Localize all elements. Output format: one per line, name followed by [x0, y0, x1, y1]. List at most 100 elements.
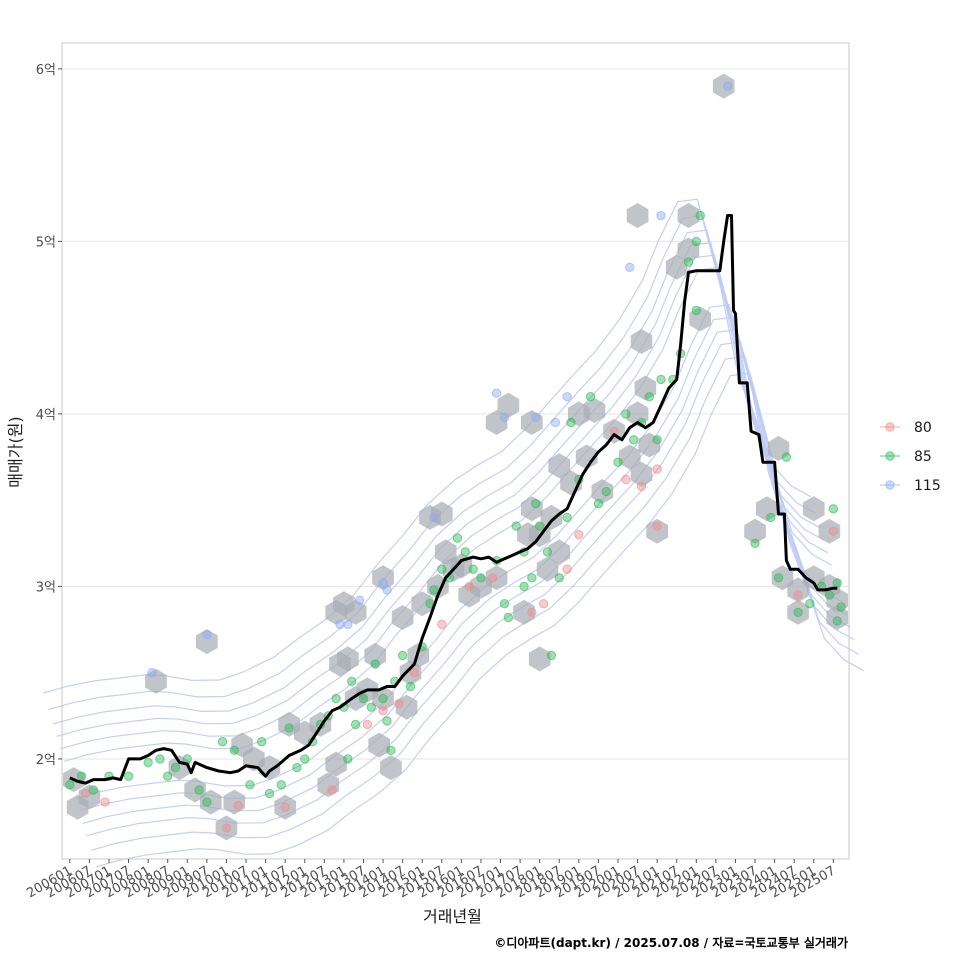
data-point-85	[405, 681, 416, 692]
data-point-85	[343, 754, 353, 764]
data-point-85	[76, 771, 87, 781]
y-axis-title: 매매가(원)	[6, 416, 25, 487]
data-point-80	[233, 800, 243, 811]
plot-panel-border	[61, 42, 850, 860]
hexbin-cell	[337, 646, 359, 672]
data-point-85	[229, 745, 239, 756]
data-point-85	[476, 573, 486, 583]
hexbin-cell	[344, 599, 367, 625]
hexbin-cell	[521, 496, 543, 522]
data-point-85	[256, 736, 267, 747]
data-point-85	[245, 780, 255, 790]
data-point-80	[280, 802, 290, 812]
y-tick-label: 4억	[36, 408, 56, 423]
hexbin-cell	[548, 539, 571, 565]
data-point-115	[202, 630, 212, 640]
hexbin-cell	[646, 518, 668, 544]
grid	[62, 68, 849, 760]
hexbin-cell	[145, 668, 167, 694]
hexbin-cell	[630, 329, 653, 354]
data-point-85	[429, 585, 439, 595]
data-point-115	[429, 512, 439, 523]
hexbin-cell	[395, 694, 418, 720]
hexbin-cell	[485, 410, 508, 435]
data-point-80	[562, 564, 572, 574]
data-point-85	[832, 616, 842, 626]
data-point-85	[773, 573, 784, 583]
density-contour	[95, 372, 864, 868]
data-point-85	[531, 498, 541, 509]
data-point-85	[65, 780, 75, 790]
data-point-85	[143, 757, 153, 768]
y-axis: 2억 3억 4억 5억 6억	[36, 63, 62, 768]
data-point-80	[221, 823, 232, 833]
data-point-85	[832, 578, 842, 588]
data-point-80	[527, 607, 537, 618]
data-point-85	[347, 676, 357, 687]
data-point-85	[386, 745, 396, 756]
data-point-80	[574, 529, 584, 540]
data-point-115	[382, 585, 392, 595]
data-point-85	[378, 693, 388, 704]
data-point-80	[327, 785, 337, 795]
data-point-85	[805, 598, 815, 609]
hexbin-cell	[626, 401, 649, 427]
x-axis-title: 거래년월	[423, 907, 482, 926]
hexbin-cell	[767, 435, 790, 461]
data-point-85	[824, 590, 835, 600]
hexbin-cell	[626, 203, 649, 228]
data-point-85	[499, 598, 510, 609]
density-contour	[64, 266, 832, 762]
data-point-80	[828, 526, 839, 536]
data-point-80	[394, 699, 404, 709]
data-point-115	[722, 81, 733, 91]
data-point-80	[437, 619, 447, 630]
data-point-80	[652, 521, 662, 531]
hexbin-cell	[548, 453, 571, 479]
y-tick-label: 3억	[36, 580, 56, 595]
hexbin-cell	[802, 496, 825, 522]
data-point-115	[354, 595, 365, 605]
data-point-85	[397, 650, 408, 661]
hexbin-cell	[497, 392, 520, 418]
data-point-85	[202, 797, 212, 807]
data-point-85	[652, 435, 662, 445]
hexbin-cell	[787, 599, 809, 625]
data-point-115	[625, 262, 635, 272]
hexbin-cell	[380, 755, 402, 781]
data-point-85	[628, 435, 639, 445]
data-point-85	[593, 498, 604, 509]
hexbin-cell	[634, 375, 657, 401]
data-point-85	[331, 693, 341, 704]
data-point-85	[382, 716, 392, 726]
hexbin-cell	[618, 444, 641, 470]
hexbin-cell	[638, 432, 661, 458]
hexbin-cell	[630, 461, 653, 487]
density-contours	[43, 198, 864, 868]
hexbin-cell	[431, 501, 453, 527]
data-point-85	[264, 788, 275, 799]
hexbin-cell	[689, 306, 711, 332]
legend-key-point	[885, 422, 895, 432]
data-point-80	[621, 474, 631, 485]
data-point-85	[123, 771, 134, 781]
data-point-85	[366, 702, 377, 712]
data-point-85	[217, 736, 228, 747]
data-point-85	[750, 538, 760, 548]
data-point-115	[656, 210, 666, 221]
data-point-85	[585, 391, 596, 402]
data-point-115	[335, 619, 345, 630]
data-point-85	[358, 693, 369, 704]
legend-label: 85	[914, 449, 932, 465]
hexbin-cell	[521, 410, 543, 435]
hexbin-cell	[391, 605, 414, 630]
hexbin-cell	[317, 772, 340, 798]
data-point-80	[636, 481, 647, 492]
data-point-85	[503, 612, 514, 623]
data-point-85	[276, 780, 286, 790]
data-point-85	[836, 602, 846, 612]
data-point-85	[546, 650, 557, 661]
data-point-85	[542, 547, 553, 557]
data-point-85	[534, 521, 545, 531]
data-point-85	[519, 581, 529, 592]
